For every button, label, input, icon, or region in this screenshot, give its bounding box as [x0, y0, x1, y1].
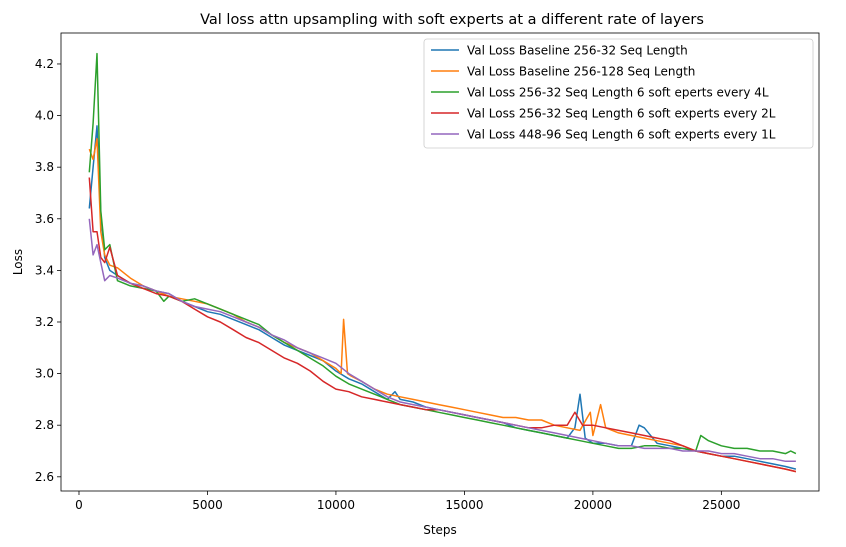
- x-tick-label: 25000: [702, 498, 740, 512]
- legend-label-3: Val Loss 256-32 Seq Length 6 soft eperts…: [467, 86, 769, 100]
- legend-label-5: Val Loss 448-96 Seq Length 6 soft expert…: [467, 128, 776, 142]
- y-tick-label: 2.6: [35, 470, 54, 484]
- legend-label-4: Val Loss 256-32 Seq Length 6 soft expert…: [467, 107, 776, 121]
- x-tick-label: 20000: [574, 498, 612, 512]
- y-axis: 2.6 2.8 3.0 3.2 3.4 3.6 3.8 4.0 4.2: [35, 57, 61, 484]
- y-tick-label: 4.0: [35, 109, 54, 123]
- legend-box: [423, 38, 814, 149]
- y-tick-label: 3.6: [35, 212, 54, 226]
- y-tick-label: 2.8: [35, 418, 54, 432]
- series-line-1: [88, 125, 797, 470]
- x-tick-label: 15000: [445, 498, 483, 512]
- legend-label-2: Val Loss Baseline 256-128 Seq Length: [467, 65, 695, 79]
- y-tick-label: 3.0: [35, 367, 54, 381]
- x-tick-label: 10000: [317, 498, 355, 512]
- y-tick-label: 3.8: [35, 160, 54, 174]
- y-tick-label: 4.2: [35, 57, 54, 71]
- y-tick-label: 3.4: [35, 263, 54, 277]
- series-line-4: [88, 177, 797, 473]
- legend: Val Loss Baseline 256-32 Seq Length Val L…: [423, 38, 814, 149]
- x-axis-label: Steps: [423, 523, 457, 537]
- series-line-5: [88, 218, 796, 463]
- chart-title: Val loss attn upsampling with soft exper…: [200, 12, 704, 28]
- y-axis-label: Loss: [11, 249, 25, 275]
- x-axis: 0 5000 10000 15000 20000 25000: [75, 491, 740, 512]
- legend-label-1: Val Loss Baseline 256-32 Seq Length: [467, 44, 688, 58]
- series-layer: [88, 52, 797, 473]
- x-tick-label: 0: [75, 498, 83, 512]
- series-line-2: [88, 138, 797, 473]
- y-tick-label: 3.2: [35, 315, 54, 329]
- x-tick-label: 5000: [192, 498, 223, 512]
- plot-frame: [60, 32, 820, 492]
